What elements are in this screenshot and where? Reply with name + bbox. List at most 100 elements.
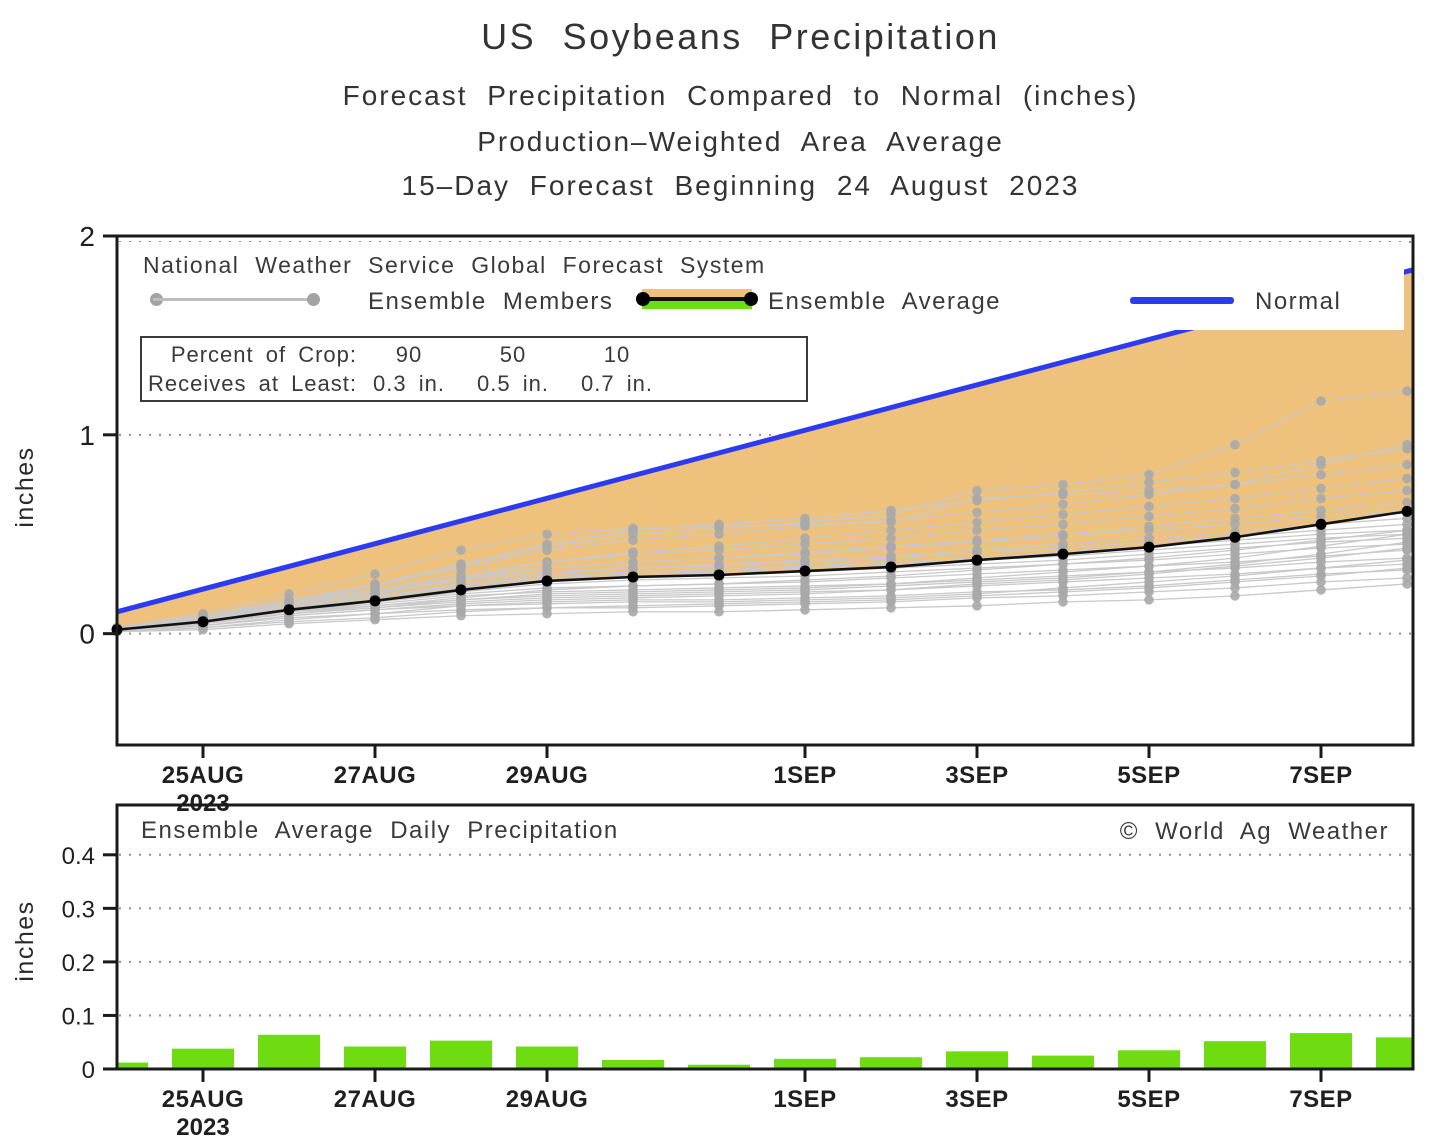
copyright-credit: © World Ag Weather <box>1119 818 1389 845</box>
crop-percent-value: 50 <box>499 342 527 367</box>
ensemble-member-dot <box>1058 519 1068 530</box>
ensemble-member-dot <box>1316 571 1326 581</box>
ensemble-member-dot <box>1316 396 1326 406</box>
ensemble-member-dot <box>1144 595 1154 605</box>
ensemble-member-dot <box>1316 541 1326 551</box>
ensemble-member-dot <box>1402 555 1412 565</box>
daily-precip-bar <box>860 1057 922 1069</box>
bottom-chart-title: Ensemble Average Daily Precipitation <box>141 817 619 844</box>
ensemble-member-dot <box>456 573 466 583</box>
crop-amount-value: 0.3 in. <box>373 371 445 396</box>
average-dot-icon <box>636 292 650 306</box>
ensemble-member-dot <box>1144 477 1154 488</box>
top-y-tick-label: 2 <box>79 221 95 252</box>
ensemble-member-dot <box>1144 553 1154 563</box>
member-dot-icon <box>307 293 320 306</box>
top-y-tick-label: 0 <box>79 619 95 650</box>
ensemble-member-dot <box>1402 529 1412 540</box>
ensemble-member-dot <box>800 583 810 593</box>
ensemble-member-dot <box>1230 467 1240 478</box>
ensemble-member-dot <box>628 557 638 567</box>
average-line-icon <box>642 297 752 301</box>
crop-percent-value: 10 <box>603 342 631 367</box>
ensemble-average-swatch <box>636 286 758 312</box>
ensemble-member-dot <box>800 595 810 605</box>
ensemble-member-dot <box>1402 439 1412 450</box>
ensemble-member-dot <box>1316 483 1326 494</box>
top-x-tick-label: 5SEP <box>1117 762 1180 789</box>
ensemble-member-dot <box>972 525 982 536</box>
bottom-x-tick-label: 29AUG <box>506 1086 589 1113</box>
ensemble-member-dot <box>1058 499 1068 510</box>
ensemble-member-dot <box>800 533 810 544</box>
ensemble-average-dot <box>455 584 467 596</box>
ensemble-member-dot <box>1230 479 1240 490</box>
ensemble-member-dot <box>886 593 896 603</box>
ensemble-average-dot <box>1401 505 1413 517</box>
daily-precip-bar <box>516 1046 578 1069</box>
ensemble-member-dot <box>886 517 896 528</box>
crop-table-row-percent: Percent of Crop: 90 50 10 <box>142 340 806 369</box>
ensemble-member-dot <box>456 561 466 571</box>
ensemble-member-dot <box>1058 583 1068 593</box>
daily-precip-bar <box>430 1040 492 1069</box>
ensemble-member-dot <box>1402 386 1412 396</box>
ensemble-member-dot <box>542 529 552 540</box>
ensemble-member-dot <box>1316 469 1326 480</box>
ensemble-member-dot <box>628 547 638 557</box>
bottom-plot-border <box>115 803 1415 1071</box>
page-subtitle-area: Production–Weighted Area Average <box>477 126 1004 157</box>
top-x-tick-label: 3SEP <box>945 762 1008 789</box>
ensemble-member-dot <box>1316 563 1326 573</box>
ensemble-member-dot <box>1316 459 1326 470</box>
top-x-tick-label: 1SEP <box>773 762 836 789</box>
ensemble-member-dot <box>628 597 638 607</box>
ensemble-average-dot <box>713 569 725 581</box>
top-x-tick-label: 25AUG <box>162 762 245 789</box>
ensemble-member-dot <box>972 493 982 504</box>
ensemble-members-swatch <box>150 290 320 310</box>
ensemble-average-dot <box>627 571 639 583</box>
ensemble-member-dot <box>542 557 552 567</box>
below-normal-band-icon <box>642 301 752 309</box>
top-x-tick-label: 7SEP <box>1289 762 1352 789</box>
bottom-y-axis-label: inches <box>11 900 39 982</box>
bottom-y-tick-label: 0.4 <box>62 843 95 870</box>
ensemble-member-dot <box>1230 503 1240 514</box>
ensemble-member-dot <box>886 571 896 581</box>
crop-amount-value: 0.5 in. <box>477 371 549 396</box>
ensemble-member-dot <box>1316 505 1326 516</box>
ensemble-average-dot <box>541 575 553 587</box>
ensemble-member-dot <box>800 547 810 557</box>
legend-label-ensemble-average: Ensemble Average <box>768 288 1002 315</box>
ensemble-member-dot <box>1058 529 1068 540</box>
bottom-x-tick-label: 5SEP <box>1117 1086 1180 1113</box>
ensemble-member-dot <box>1402 473 1412 484</box>
bottom-x-tick-label: 25AUG <box>162 1086 245 1113</box>
ensemble-member-dot <box>714 553 724 563</box>
ensemble-member-dot <box>800 575 810 585</box>
ensemble-member-dot <box>714 541 724 551</box>
ensemble-average-dot <box>885 561 897 573</box>
page-title: US Soybeans Precipitation <box>481 16 1000 57</box>
ensemble-member-dot <box>1144 511 1154 522</box>
bottom-y-tick-label: 0.3 <box>62 896 95 923</box>
ensemble-member-dot <box>1402 537 1412 547</box>
ensemble-member-dot <box>1402 497 1412 508</box>
crop-table-row-amount: Receives at Least: 0.3 in. 0.5 in. 0.7 i… <box>142 369 806 398</box>
ensemble-member-dot <box>1316 493 1326 504</box>
ensemble-member-dot <box>1402 485 1412 496</box>
ensemble-member-dot <box>1230 513 1240 524</box>
bottom-x-tick-year-label: 2023 <box>176 1114 229 1137</box>
ensemble-member-dot <box>628 529 638 540</box>
ensemble-member-dot <box>1402 573 1412 583</box>
ensemble-member-dot <box>284 589 294 599</box>
ensemble-average-dot <box>971 554 983 566</box>
member-line-icon <box>153 298 317 301</box>
ensemble-member-dot <box>972 601 982 611</box>
bottom-y-tick-label: 0.2 <box>62 950 95 977</box>
ensemble-member-dot <box>542 541 552 551</box>
bottom-x-tick-label: 7SEP <box>1289 1086 1352 1113</box>
ensemble-member-dot <box>370 612 380 623</box>
